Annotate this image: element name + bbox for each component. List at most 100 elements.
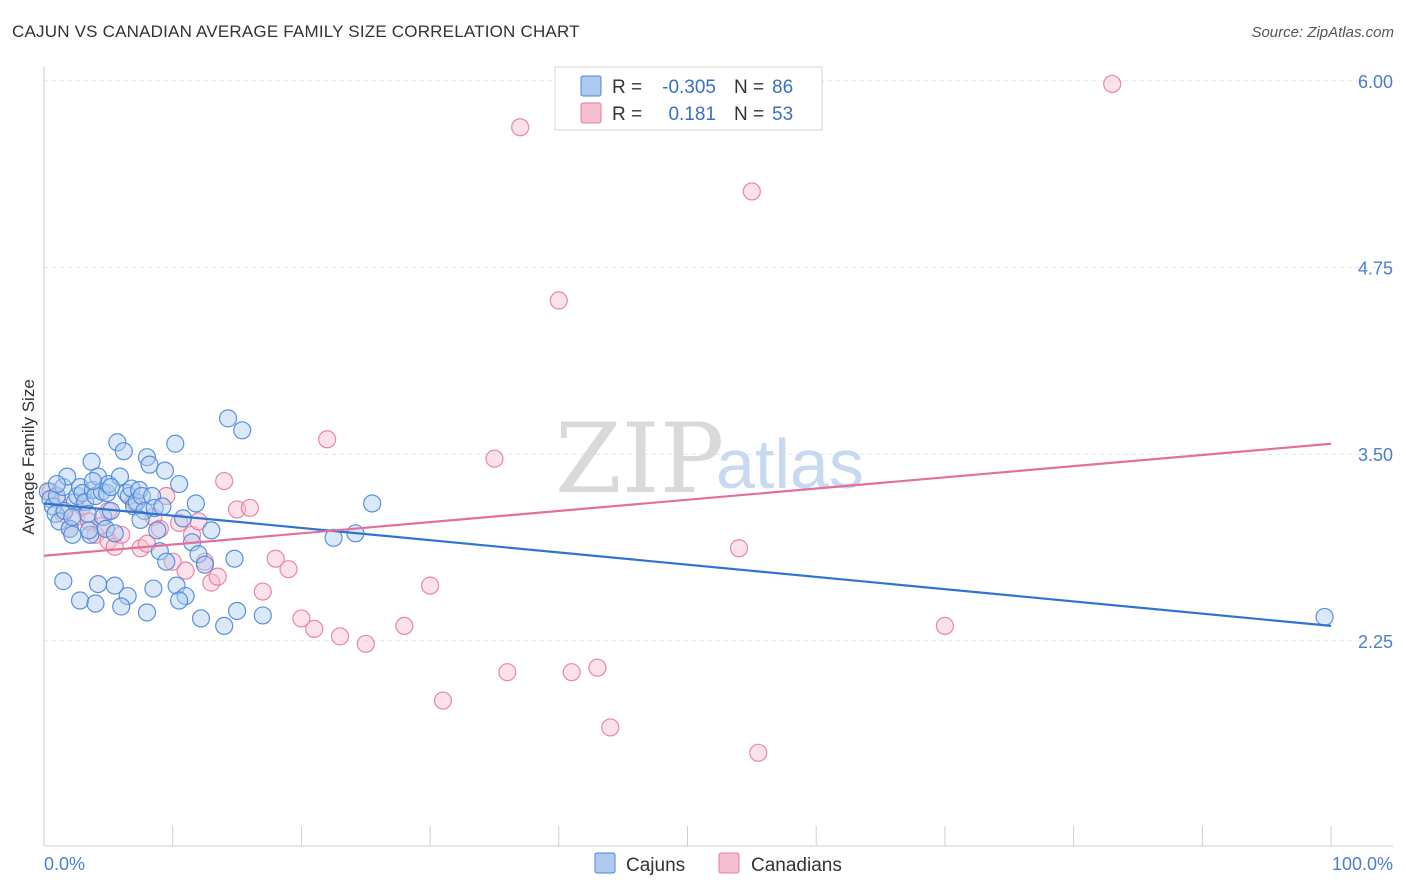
canadian-point — [588, 658, 607, 677]
cajun-point — [227, 601, 247, 621]
source-label: Source: ZipAtlas.com — [1251, 24, 1394, 41]
cajun-point — [148, 521, 167, 540]
legend-canadian-r-label: R = — [612, 104, 642, 125]
canadian-point — [266, 549, 285, 568]
canadian-point — [279, 560, 298, 579]
y-tick-label: 4.75 — [1358, 259, 1393, 279]
canadian-point — [729, 539, 749, 558]
canadian-point — [421, 576, 440, 595]
x-tick-label-min: 0.0% — [44, 854, 85, 874]
cajun-point — [1315, 607, 1334, 627]
legend-cajun-r-value: -0.305 — [662, 77, 716, 98]
cajun-point — [110, 467, 130, 486]
cajun-point — [132, 486, 151, 506]
cajun-point — [122, 479, 141, 498]
cajun-trend-line — [43, 502, 1332, 627]
cajun-point — [47, 474, 66, 494]
cajun-point — [63, 525, 82, 544]
cajun-point — [225, 549, 244, 568]
cajun-point — [137, 448, 157, 467]
cajun-point — [173, 509, 193, 528]
legend-bottom-cajun-swatch — [594, 852, 616, 874]
y-tick-label: 3.50 — [1358, 445, 1393, 465]
cajun-point — [145, 498, 164, 518]
axes — [43, 66, 1393, 847]
canadian-point — [562, 663, 581, 682]
cajun-point — [105, 576, 124, 595]
canadian-point — [485, 449, 504, 468]
cajun-point — [131, 510, 150, 529]
cajun-point — [70, 591, 90, 610]
canadian-point — [330, 627, 350, 646]
cajun-point — [140, 455, 159, 474]
canadian-point — [511, 118, 530, 137]
legend-canadian-n-label: N = — [734, 104, 764, 125]
canadian-trend-line — [43, 442, 1332, 557]
cajun-point — [167, 576, 186, 595]
watermark: ZIP atlas — [555, 403, 864, 515]
canadian-point — [208, 567, 227, 586]
cajun-point — [155, 461, 175, 480]
canadian-point — [215, 471, 234, 491]
cajun-point — [157, 552, 176, 571]
canadian-point — [498, 663, 517, 682]
canadian-point — [163, 552, 182, 571]
legend-cajun-swatch — [580, 75, 602, 97]
cajun-point — [218, 409, 238, 428]
legend-cajun-n-label: N = — [734, 77, 764, 98]
legend-bottom-cajun-label: Cajuns — [626, 855, 685, 876]
cajun-point — [215, 616, 234, 636]
canadian-point — [395, 616, 414, 636]
cajun-point — [135, 501, 154, 521]
cajun-point — [114, 442, 133, 461]
y-tick-label: 2.25 — [1358, 632, 1393, 652]
canadian-point — [742, 182, 761, 201]
canadian-point — [240, 498, 260, 518]
cajuns-points — [38, 409, 1334, 636]
cajun-point — [58, 467, 77, 486]
y-tick-label: 6.00 — [1358, 72, 1393, 92]
cajun-point — [112, 597, 131, 616]
canadian-point — [749, 743, 768, 762]
cajun-point — [233, 421, 252, 440]
cajun-point — [153, 497, 172, 516]
cajun-point — [86, 594, 105, 613]
cajun-point — [105, 524, 124, 543]
canadian-point — [356, 634, 375, 653]
cajun-point — [191, 609, 211, 628]
cajun-point — [63, 507, 82, 527]
cajun-point — [88, 574, 108, 594]
correlation-legend: R = -0.305 N = 86 R = 0.181 N = 53 — [554, 66, 823, 131]
series-legend: Cajuns Canadians — [594, 852, 842, 876]
canadian-point — [1103, 74, 1122, 94]
canadian-point — [112, 525, 131, 544]
canadian-point — [318, 430, 337, 449]
canadian-point — [292, 609, 311, 628]
canadian-point — [157, 486, 176, 506]
cajun-point — [137, 603, 157, 622]
chart-title: CAJUN VS CANADIAN AVERAGE FAMILY SIZE CO… — [12, 22, 580, 41]
canadian-point — [549, 291, 568, 310]
cajun-point — [170, 474, 189, 494]
cajun-point — [363, 494, 382, 513]
legend-canadian-r-value: 0.181 — [668, 104, 716, 125]
cajun-point — [118, 586, 137, 606]
legend-cajun-r-label: R = — [612, 77, 642, 98]
cajun-point — [83, 471, 103, 491]
canadian-point — [601, 718, 620, 737]
y-tick-labels: 2.25 3.50 4.75 6.00 — [1358, 72, 1393, 652]
cajun-point — [79, 521, 99, 540]
canadian-point — [305, 619, 324, 638]
legend-cajun-n-value: 86 — [772, 77, 793, 98]
cajun-point — [54, 572, 73, 591]
x-tick-label-max: 100.0% — [1332, 854, 1393, 874]
legend-canadian-n-value: 53 — [772, 104, 793, 125]
cajun-point — [202, 521, 221, 540]
cajun-point — [186, 494, 205, 513]
watermark-zip: ZIP — [555, 403, 724, 515]
gridlines — [44, 80, 1393, 642]
cajun-point — [166, 434, 185, 453]
cajun-point — [195, 555, 214, 574]
cajun-point — [170, 591, 189, 610]
